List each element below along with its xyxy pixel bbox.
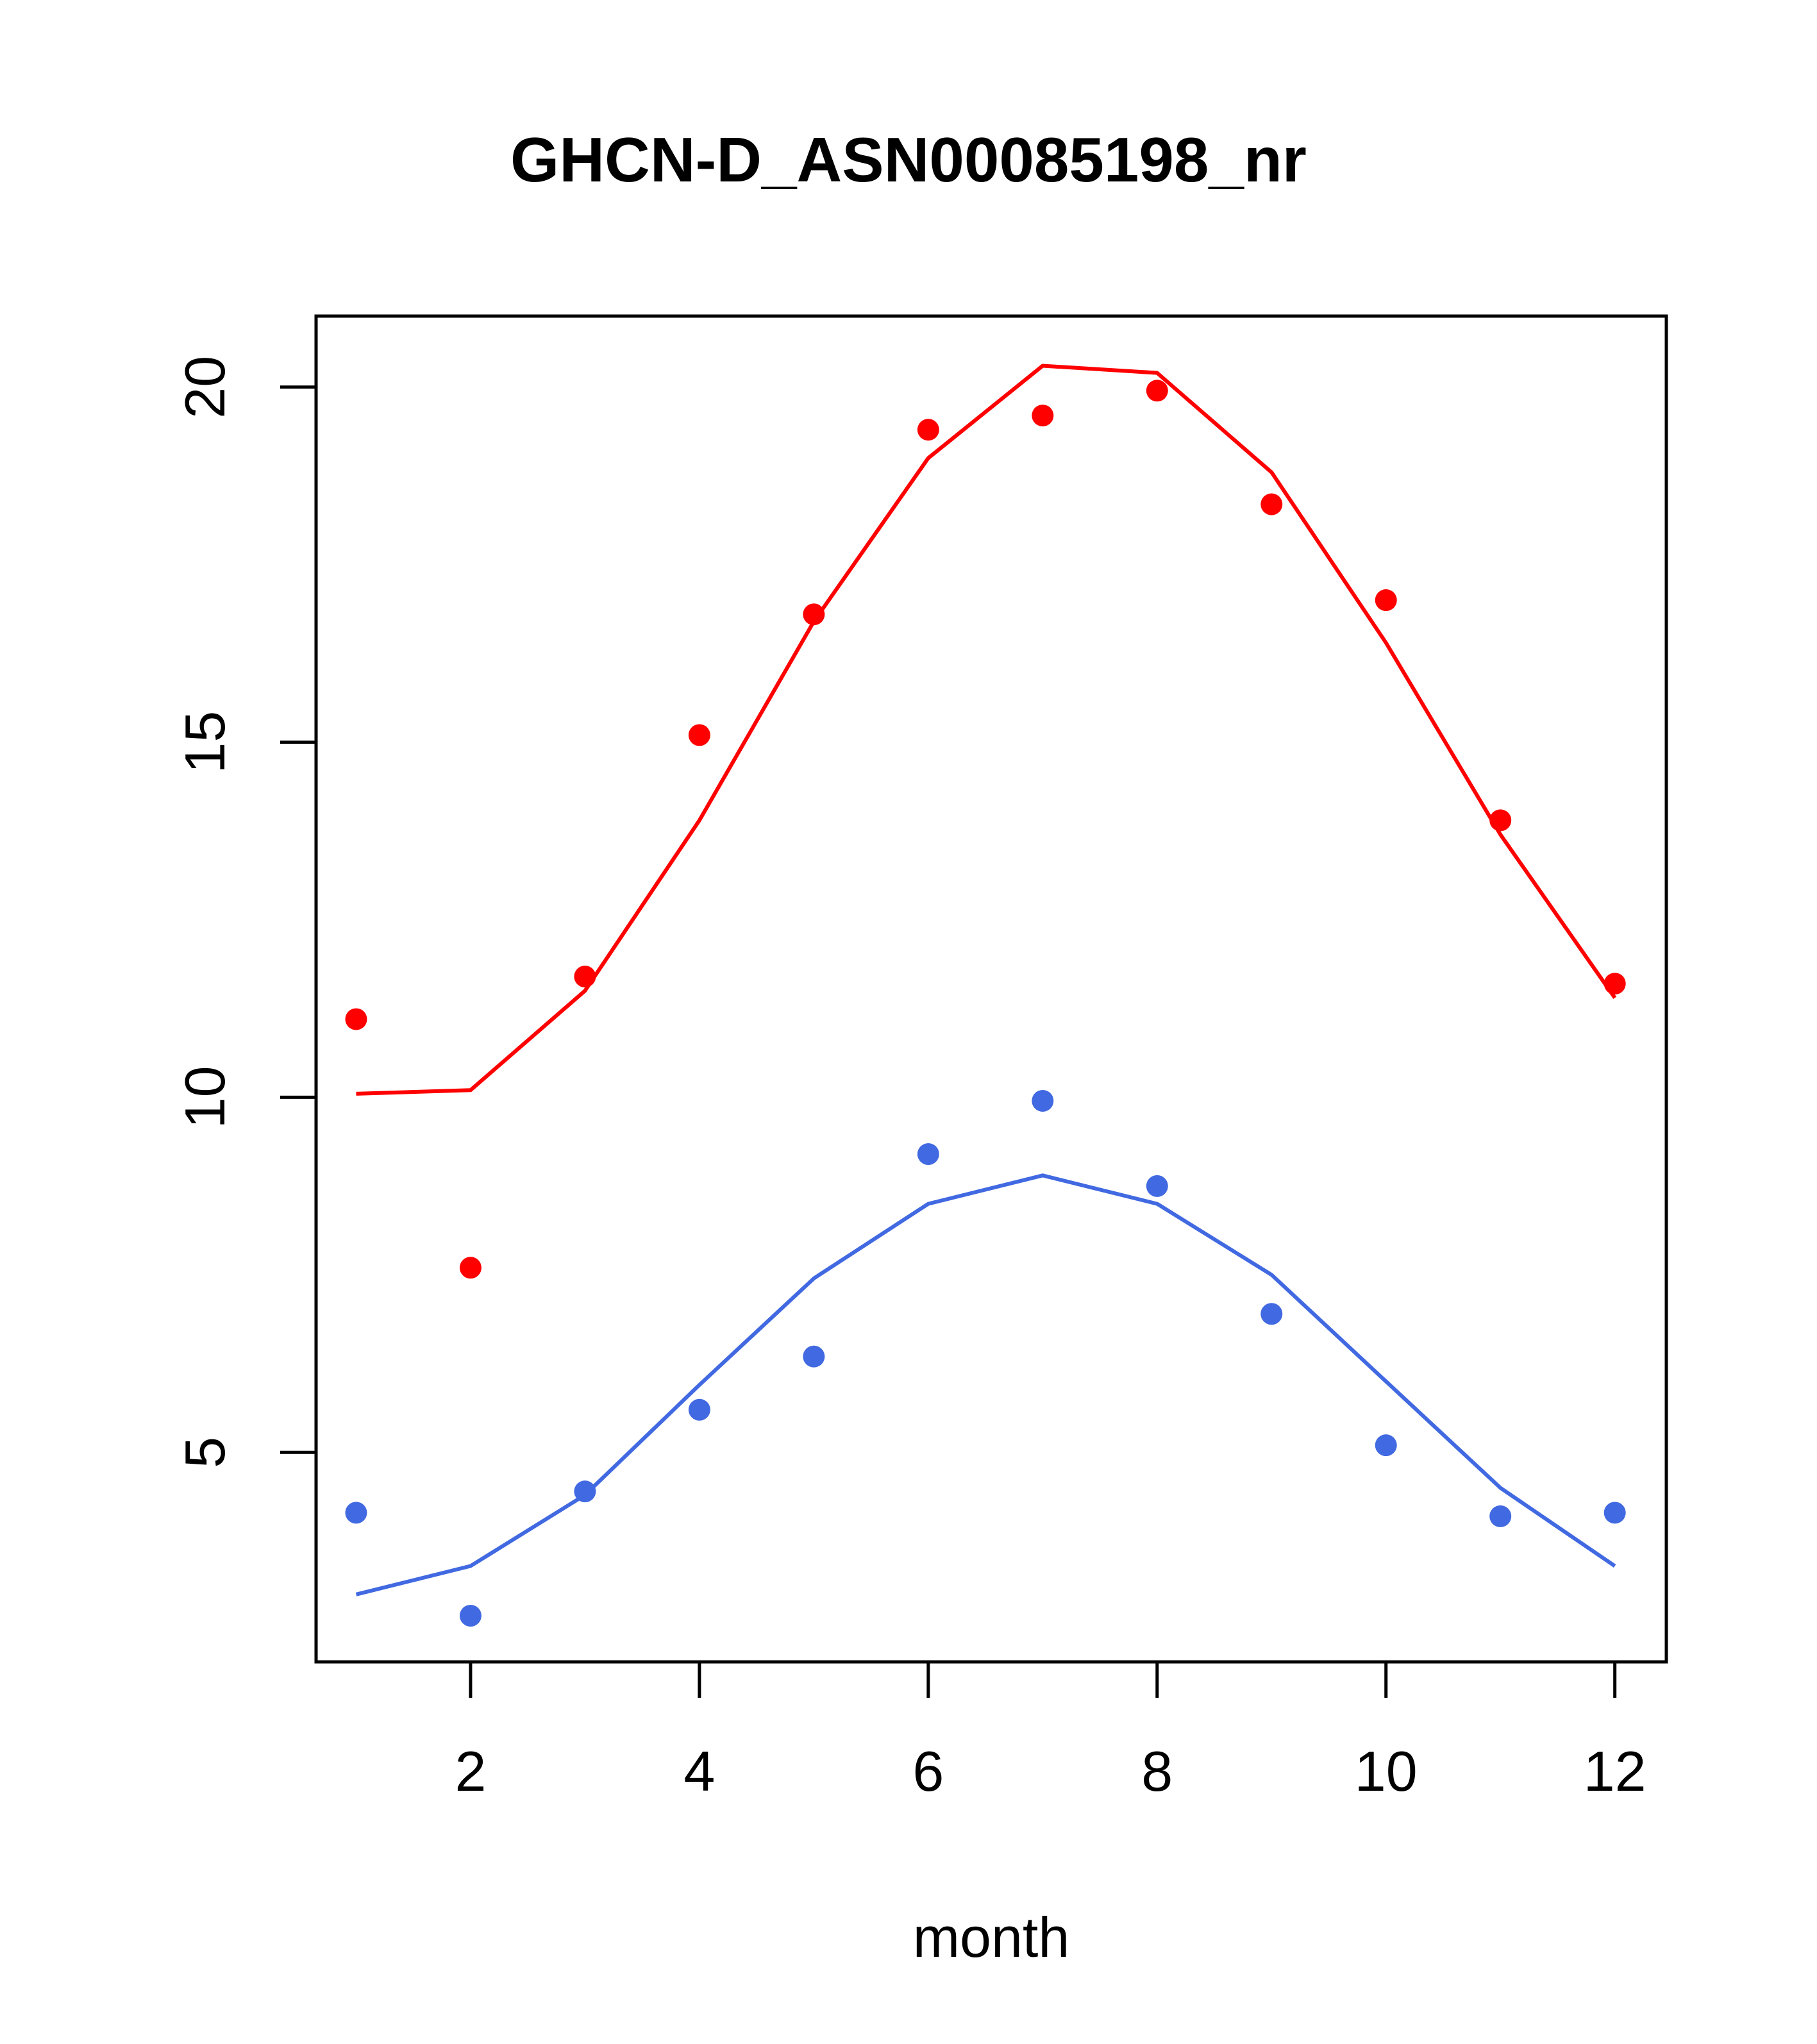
min-temperature-point bbox=[459, 1605, 481, 1627]
min-temperature-point bbox=[574, 1480, 596, 1503]
y-tick-label: 15 bbox=[173, 711, 237, 774]
x-tick-label: 8 bbox=[1141, 1739, 1173, 1803]
y-tick-label: 20 bbox=[173, 356, 237, 419]
max-temperature-point bbox=[1375, 589, 1397, 612]
x-axis: 2 4 6 8 10 12 bbox=[455, 1660, 1646, 1803]
y-tick-label: 5 bbox=[173, 1437, 237, 1468]
max-temperature-series bbox=[345, 364, 1626, 1279]
x-tick-label: 2 bbox=[455, 1739, 486, 1803]
x-tick-label: 4 bbox=[683, 1739, 715, 1803]
max-temperature-point bbox=[803, 603, 825, 626]
min-temperature-point bbox=[917, 1143, 939, 1166]
max-temperature-point bbox=[1260, 493, 1283, 515]
min-temperature-point bbox=[1603, 1502, 1626, 1524]
max-temperature-point bbox=[1603, 973, 1626, 995]
x-axis-label: month bbox=[913, 1906, 1070, 1969]
max-temperature-point bbox=[917, 419, 939, 441]
plot-frame bbox=[314, 314, 1668, 1664]
series-layer bbox=[345, 364, 1626, 1627]
x-tick-label: 6 bbox=[912, 1739, 944, 1803]
y-tick-label: 10 bbox=[173, 1066, 237, 1128]
min-temperature-point bbox=[1146, 1175, 1168, 1197]
max-temperature-point bbox=[1489, 809, 1512, 832]
max-temperature-point bbox=[1032, 405, 1054, 427]
min-temperature-point bbox=[688, 1398, 710, 1421]
max-temperature-point bbox=[574, 966, 596, 988]
x-tick-label: 12 bbox=[1584, 1739, 1646, 1803]
x-tick-label: 10 bbox=[1355, 1739, 1418, 1803]
chart-title: GHCN-D_ASN00085198_nr bbox=[510, 124, 1307, 195]
min-temperature-point bbox=[1032, 1089, 1054, 1112]
min-temperature-point bbox=[803, 1345, 825, 1368]
max-temperature-point bbox=[1146, 380, 1168, 402]
max-temperature-point bbox=[345, 1008, 367, 1030]
min-temperature-point bbox=[345, 1502, 367, 1524]
min-temperature-point bbox=[1375, 1434, 1397, 1457]
max-temperature-point bbox=[459, 1257, 481, 1279]
min-temperature-line bbox=[355, 1173, 1616, 1596]
min-temperature-point bbox=[1489, 1505, 1512, 1527]
y-axis: 5 10 15 20 bbox=[173, 356, 318, 1468]
max-temperature-point bbox=[688, 724, 710, 746]
min-temperature-point bbox=[1260, 1303, 1283, 1325]
min-temperature-series bbox=[345, 1089, 1626, 1627]
max-temperature-line bbox=[356, 364, 1617, 1096]
